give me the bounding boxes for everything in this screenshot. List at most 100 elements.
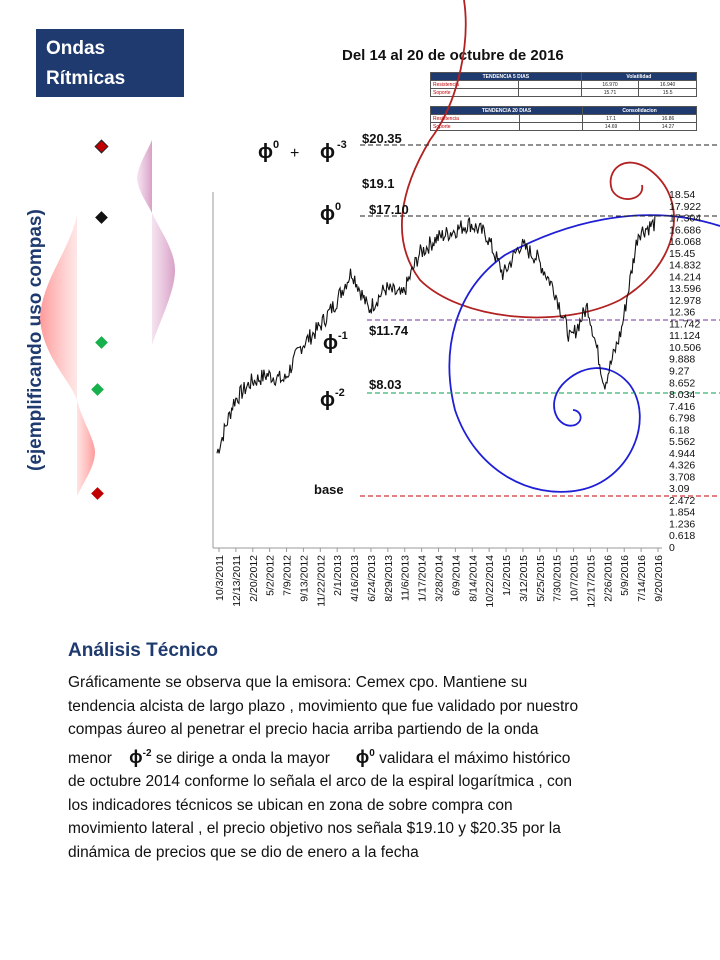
phi-inline-zero: ϕ0 [356, 747, 375, 767]
y-tick-label: 17.304 [669, 213, 701, 225]
price-series-line [216, 215, 656, 454]
phi-exponent: -2 [335, 387, 345, 399]
y-tick-label: 13.596 [669, 283, 701, 295]
title-box: Ondas Rítmicas [36, 29, 184, 97]
x-tick-label: 9/13/2012 [298, 555, 310, 602]
y-tick-label: 4.326 [669, 460, 695, 472]
wave-shape-small-right [137, 140, 152, 213]
diamond-marker-red [94, 139, 109, 154]
y-tick-label: 18.54 [669, 189, 695, 201]
y-tick-label: 0.618 [669, 530, 695, 542]
phi-exponent: -3 [337, 139, 347, 151]
phi-inline-minus2-symbol: ϕ [129, 746, 143, 767]
price-chart: 18.5417.92217.30416.68616.06815.4514.832… [40, 0, 720, 608]
x-tick-label: 2/1/2013 [332, 555, 344, 596]
x-tick-label: 7/14/2016 [636, 555, 648, 602]
x-tick-label: 10/3/2011 [214, 555, 226, 601]
table2-row2-label: Soporte [429, 122, 521, 131]
phi-inline-zero-exp: 0 [369, 747, 375, 759]
diamond-marker-green-2 [91, 383, 104, 396]
phi-symbol: ϕ [323, 332, 338, 354]
level-label: base [314, 482, 344, 497]
x-tick-label: 11/22/2012 [315, 555, 327, 607]
phi-plus-sign: + [290, 145, 299, 162]
blue-golden-spiral [448, 214, 720, 493]
title-line-1: Ondas [46, 38, 106, 59]
analysis-line-8: dinámica de precios que se dio de enero … [68, 843, 419, 861]
analysis-line-6: los indicadores técnicos se ubican en zo… [68, 796, 513, 814]
analysis-line-1: Gráficamente se observa que la emisora: … [68, 674, 528, 691]
y-tick-label: 5.562 [669, 436, 695, 448]
y-tick-label: 6.798 [669, 413, 695, 425]
analysis-body: Gráficamente se observa que la emisora: … [68, 671, 708, 864]
table1-row2-v2: 15.5 [638, 88, 697, 97]
analysis-line-5: de octubre 2014 conforme lo señala el ar… [68, 773, 573, 790]
y-tick-label: 8.652 [669, 377, 695, 389]
y-tick-label: 16.068 [669, 236, 701, 248]
level-label: $8.03 [369, 377, 402, 392]
y-tick-label: 11.124 [669, 330, 700, 342]
analysis-line-2: tendencia alcista de largo plazo , movim… [68, 697, 579, 715]
phi-inline-minus2-exp: -2 [142, 747, 152, 759]
y-tick-label: 11.742 [669, 318, 700, 330]
analysis-line-4c: validara el máximo histórico [379, 749, 571, 767]
y-tick-label: 1.236 [669, 518, 695, 530]
phi-exponent: -1 [338, 330, 348, 342]
analysis-title: Análisis Técnico [68, 640, 218, 661]
y-tick-label: 15.45 [669, 248, 695, 260]
target-label: $19.1 [362, 176, 395, 191]
phi-symbol: ϕ [258, 141, 273, 163]
x-tick-label: 12/17/2015 [585, 555, 597, 608]
y-tick-label: 7.416 [669, 401, 695, 413]
phi-exponent: 0 [335, 201, 341, 213]
x-tick-label: 5/25/2015 [535, 555, 547, 602]
x-tick-label: 7/30/2015 [552, 555, 564, 602]
level-label: $17.10 [369, 202, 409, 217]
x-tick-label: 3/28/2014 [434, 555, 446, 602]
x-tick-label: 6/24/2013 [366, 555, 378, 602]
phi-symbol: ϕ [320, 203, 335, 225]
x-tick-label: 5/2/2012 [265, 555, 277, 596]
trend-5-day-table: TENDENCIA 5 DIAS Volatilidad Resistencia… [430, 72, 698, 97]
y-tick-label: 6.18 [669, 424, 690, 436]
y-tick-label: 3.09 [669, 483, 690, 495]
x-tick-label: 8/14/2014 [467, 555, 479, 602]
x-tick-label: 1/17/2014 [417, 555, 429, 602]
y-tick-label: 4.944 [669, 448, 695, 460]
wave-shape-large-right [152, 213, 175, 345]
diamond-marker-black [95, 211, 108, 224]
x-tick-label: 3/12/2015 [518, 555, 530, 602]
y-tick-label: 8.034 [669, 389, 695, 401]
y-tick-label: 14.832 [669, 260, 701, 272]
x-tick-label: 10/22/2014 [484, 555, 496, 608]
x-tick-label: 2/26/2016 [602, 555, 614, 602]
wave-shape-lower-left [77, 400, 95, 496]
red-golden-spiral [401, 0, 675, 319]
y-tick-label: 12.978 [669, 295, 701, 307]
analysis-line-3: compas áureo al penetrar el precio hacia… [68, 721, 539, 738]
x-tick-label: 12/13/2011 [231, 555, 243, 607]
y-tick-label: 9.27 [669, 366, 690, 378]
x-tick-label: 9/20/2016 [653, 555, 665, 602]
x-tick-label: 11/6/2013 [400, 555, 412, 601]
phi-inline-minus2: ϕ-2 [129, 747, 151, 767]
y-tick-label: 14.214 [669, 271, 701, 283]
x-tick-label: 7/9/2012 [282, 555, 294, 596]
x-tick-label: 6/9/2014 [450, 555, 462, 596]
x-tick-label: 2/20/2012 [248, 555, 260, 602]
table2-row2-v2: 14.27 [639, 122, 697, 131]
y-tick-label: 0 [669, 542, 675, 554]
trend-20-day-table: TENDENCIA 20 DIAS Consolidacion Resisten… [429, 106, 697, 131]
y-tick-label: 9.888 [669, 354, 695, 366]
x-tick-label: 4/16/2013 [349, 555, 361, 602]
level-label: $11.74 [369, 323, 409, 338]
analysis-line-4: menor ϕ-2 se dirige a onda la mayor ϕ0 v… [68, 742, 708, 771]
y-tick-label: 3.708 [669, 471, 695, 483]
x-tick-label: 8/29/2013 [383, 555, 395, 602]
x-tick-label: 10/7/2015 [569, 555, 581, 602]
x-tick-label: 5/9/2016 [619, 555, 631, 596]
analysis-line-4b: se dirige a onda la mayor [155, 749, 330, 767]
analysis-line-4a: menor [68, 749, 112, 767]
phi-symbol: ϕ [320, 389, 335, 411]
diamond-marker-dark-red [91, 487, 104, 500]
